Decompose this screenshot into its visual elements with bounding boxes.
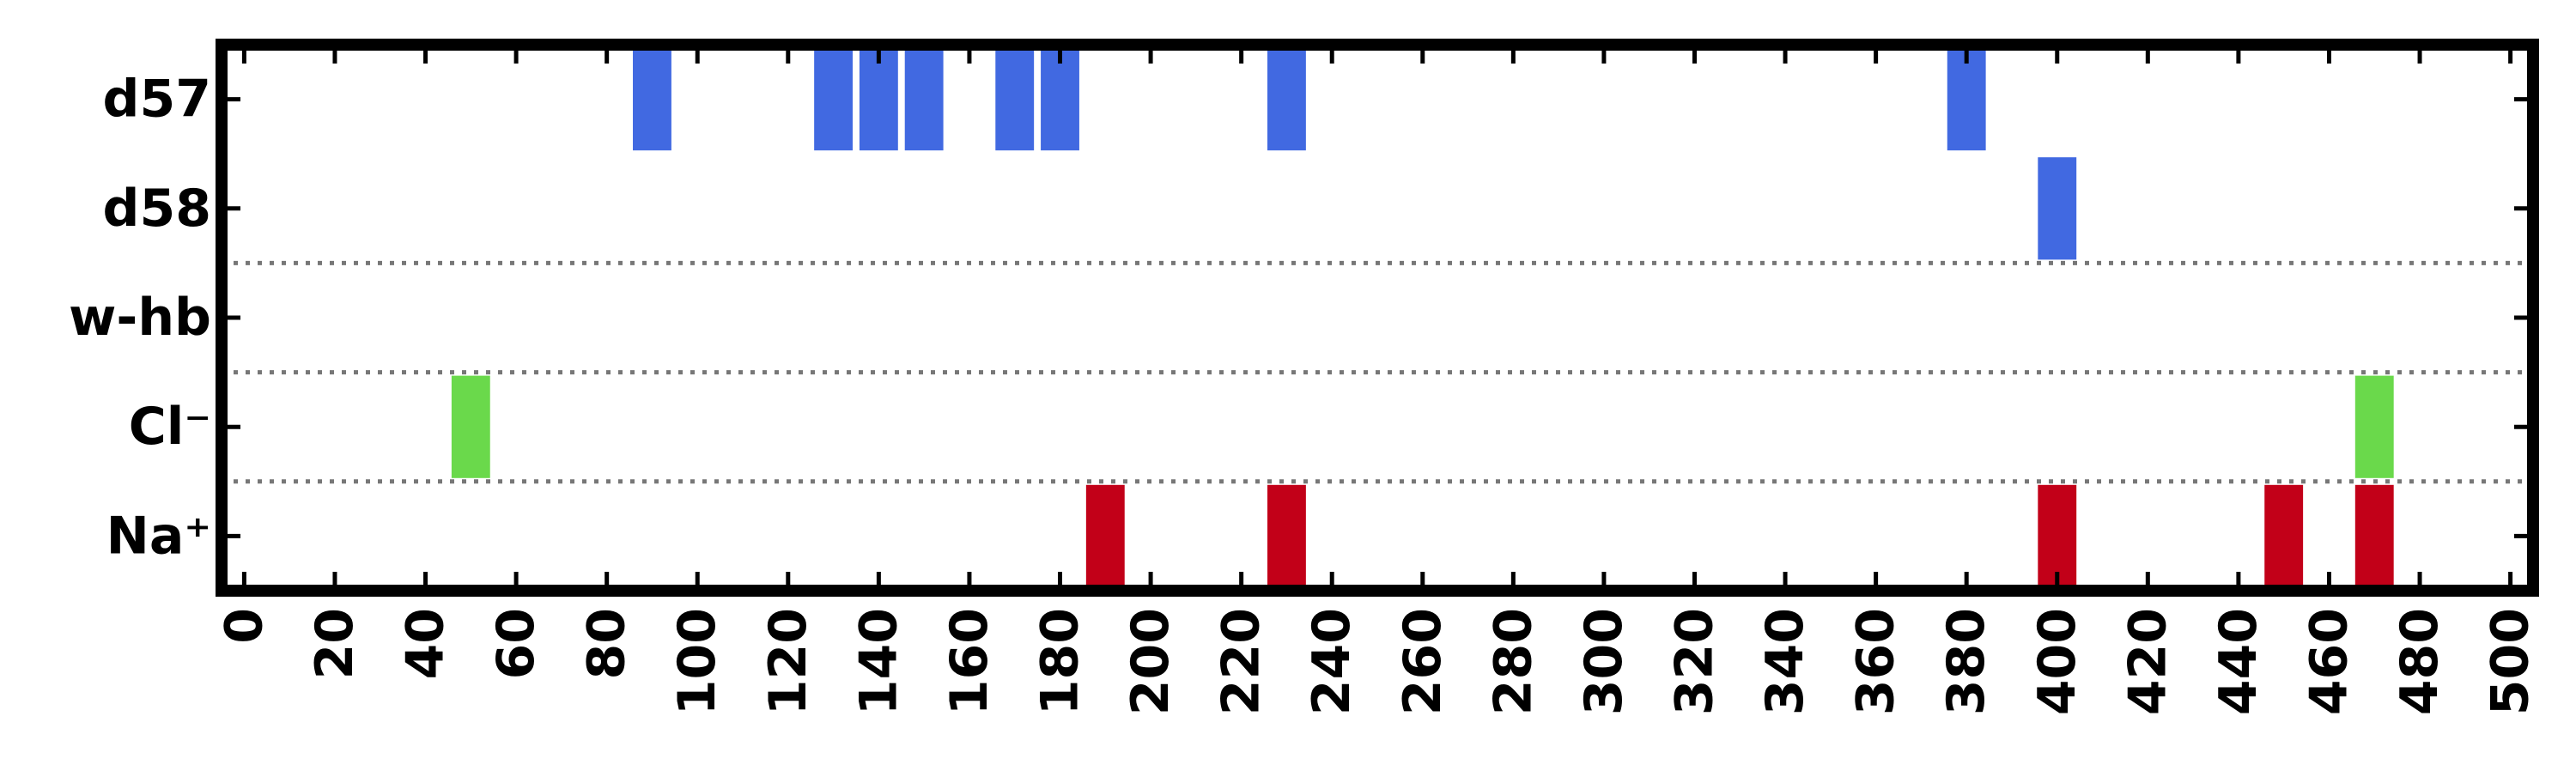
x-tick-label: 420 [2117,608,2178,715]
x-tick-label: 180 [1030,608,1091,715]
x-tick-label: 360 [1846,608,1906,715]
bar-d58-400 [2038,157,2077,260]
bar-d57-230 [1267,48,1306,151]
x-tick-label: 260 [1393,608,1453,715]
x-tick-label: 480 [2390,608,2450,715]
axis-ticks [222,45,2533,591]
x-tick-label: 120 [758,608,818,715]
bar-d57-130 [814,48,854,151]
bar-d57-90 [633,48,671,151]
bar-d57-150 [904,48,944,151]
bar-d57-140 [859,48,898,151]
x-tick-label: 340 [1755,608,1815,715]
bar-d57-380 [1947,48,1986,151]
bar-na-450 [2264,484,2304,587]
x-tick-label: 300 [1574,608,1634,715]
bar-d57-180 [1041,48,1079,151]
bar-na-190 [1085,484,1125,587]
x-tick-label: 160 [939,608,999,715]
axis-labels: 0 20 40 60 80 100 120 140 160 180 200 220 240 260 280 3… [69,70,2541,716]
x-tick-label: 20 [305,608,365,680]
x-tick-label: 80 [577,608,637,680]
y-tick-label: Na⁺ [106,506,211,566]
row-separators [222,260,2533,484]
plot-frame [216,39,2539,597]
bar-cl-50 [451,375,490,478]
x-tick-label: 240 [1302,608,1362,715]
x-tick-label: 220 [1212,608,1272,715]
x-tick-label: 100 [667,608,727,715]
x-tick-label: 440 [2208,608,2269,715]
x-tick-label: 140 [848,608,908,715]
x-tick-label: 40 [396,608,456,680]
y-tick-label: d57 [103,70,211,130]
bar-na-470 [2354,484,2394,587]
x-tick-label: 500 [2481,608,2541,715]
x-tick-label: 460 [2299,608,2359,715]
x-tick-label: 400 [2027,608,2087,715]
x-tick-label: 0 [214,608,274,644]
bar-d57-170 [995,48,1035,151]
bar-na-400 [2038,484,2077,587]
x-tick-label: 200 [1121,608,1181,715]
bar-na-230 [1267,484,1306,587]
x-tick-label: 320 [1664,608,1724,715]
y-tick-label: Cl⁻ [129,397,211,457]
bars-layer [451,48,2394,587]
bar-cl-470 [2354,375,2394,478]
x-tick-label: 280 [1483,608,1543,715]
y-tick-label: d58 [103,179,211,239]
y-tick-label: w-hb [69,288,211,348]
x-tick-label: 380 [1936,608,1996,715]
x-tick-label: 60 [486,608,546,680]
